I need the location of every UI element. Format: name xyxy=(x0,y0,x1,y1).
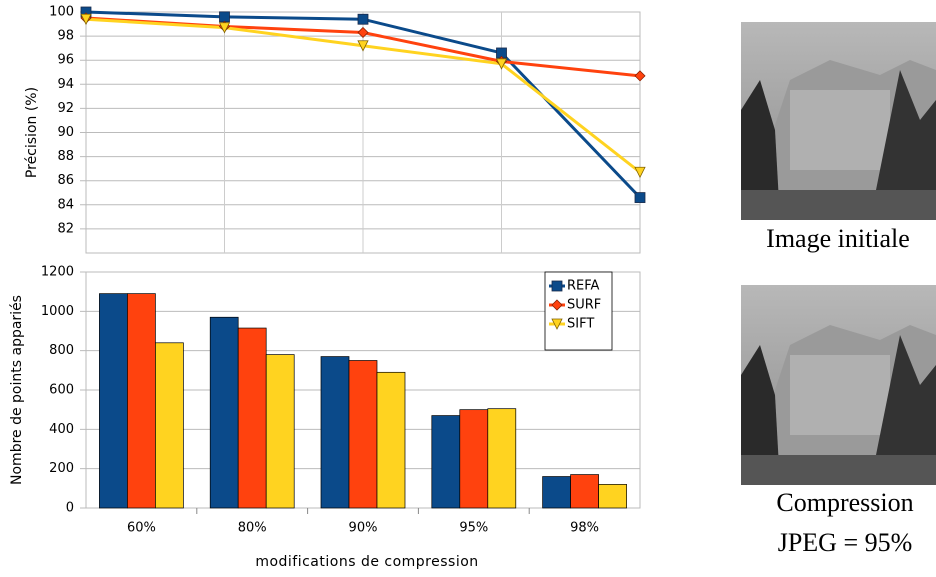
y-tick-label: 1000 xyxy=(41,304,74,319)
marker xyxy=(551,318,563,330)
x-tick-label: 98% xyxy=(570,521,599,536)
y-tick-label: 600 xyxy=(49,383,74,398)
legend-label: SIFT xyxy=(567,317,594,332)
y-tick-label: 82 xyxy=(57,221,74,236)
bar xyxy=(376,371,406,509)
marker xyxy=(551,299,563,311)
image-caption: Compression xyxy=(776,488,913,517)
bar xyxy=(487,408,517,509)
x-axis-label: modifications de compression xyxy=(255,554,478,570)
y-tick-label: 86 xyxy=(57,173,74,188)
marker xyxy=(218,22,231,34)
bar xyxy=(431,415,461,509)
x-tick-label: 80% xyxy=(238,521,267,536)
marker xyxy=(80,13,92,26)
y-tick-label: 100 xyxy=(49,5,74,20)
marker xyxy=(219,11,230,23)
marker xyxy=(357,26,369,39)
photo xyxy=(741,22,936,220)
y-tick-label: 400 xyxy=(49,422,74,437)
y-tick-label: 1200 xyxy=(41,265,74,280)
bar xyxy=(348,360,378,509)
photo xyxy=(741,285,936,485)
marker xyxy=(634,192,646,203)
x-tick-label: 95% xyxy=(459,521,488,536)
x-tick-label: 90% xyxy=(349,521,378,536)
image-caption: Image initiale xyxy=(766,224,910,253)
bar xyxy=(155,342,184,509)
bar xyxy=(542,476,571,509)
x-tick-label: 60% xyxy=(127,521,156,536)
bar xyxy=(127,293,156,509)
y-axis-label: Nombre de points appariés xyxy=(9,295,25,485)
marker xyxy=(357,40,369,52)
marker xyxy=(634,166,646,179)
legend-label: SURF xyxy=(567,298,601,313)
bar xyxy=(320,356,350,509)
bar xyxy=(265,354,295,509)
marker xyxy=(357,13,369,25)
y-tick-label: 90 xyxy=(57,125,74,140)
y-tick-label: 96 xyxy=(57,53,74,68)
bar xyxy=(237,327,267,509)
image-caption: JPEG = 95% xyxy=(778,528,913,557)
y-tick-label: 800 xyxy=(49,343,74,358)
y-tick-label: 88 xyxy=(57,149,74,164)
y-tick-label: 200 xyxy=(49,461,74,476)
y-tick-label: 84 xyxy=(57,197,74,212)
y-tick-label: 98 xyxy=(57,29,74,44)
y-tick-label: 94 xyxy=(57,77,74,92)
y-axis-label: Précision (%) xyxy=(24,87,40,178)
bar xyxy=(598,484,627,509)
legend-label: REFA xyxy=(567,279,600,294)
bar xyxy=(570,474,599,509)
bar xyxy=(209,316,239,509)
bar xyxy=(99,293,128,509)
marker xyxy=(495,58,508,70)
bar xyxy=(459,409,489,509)
y-tick-label: 92 xyxy=(57,101,74,116)
y-tick-label: 0 xyxy=(66,501,74,516)
marker xyxy=(634,70,646,82)
marker xyxy=(551,280,563,292)
